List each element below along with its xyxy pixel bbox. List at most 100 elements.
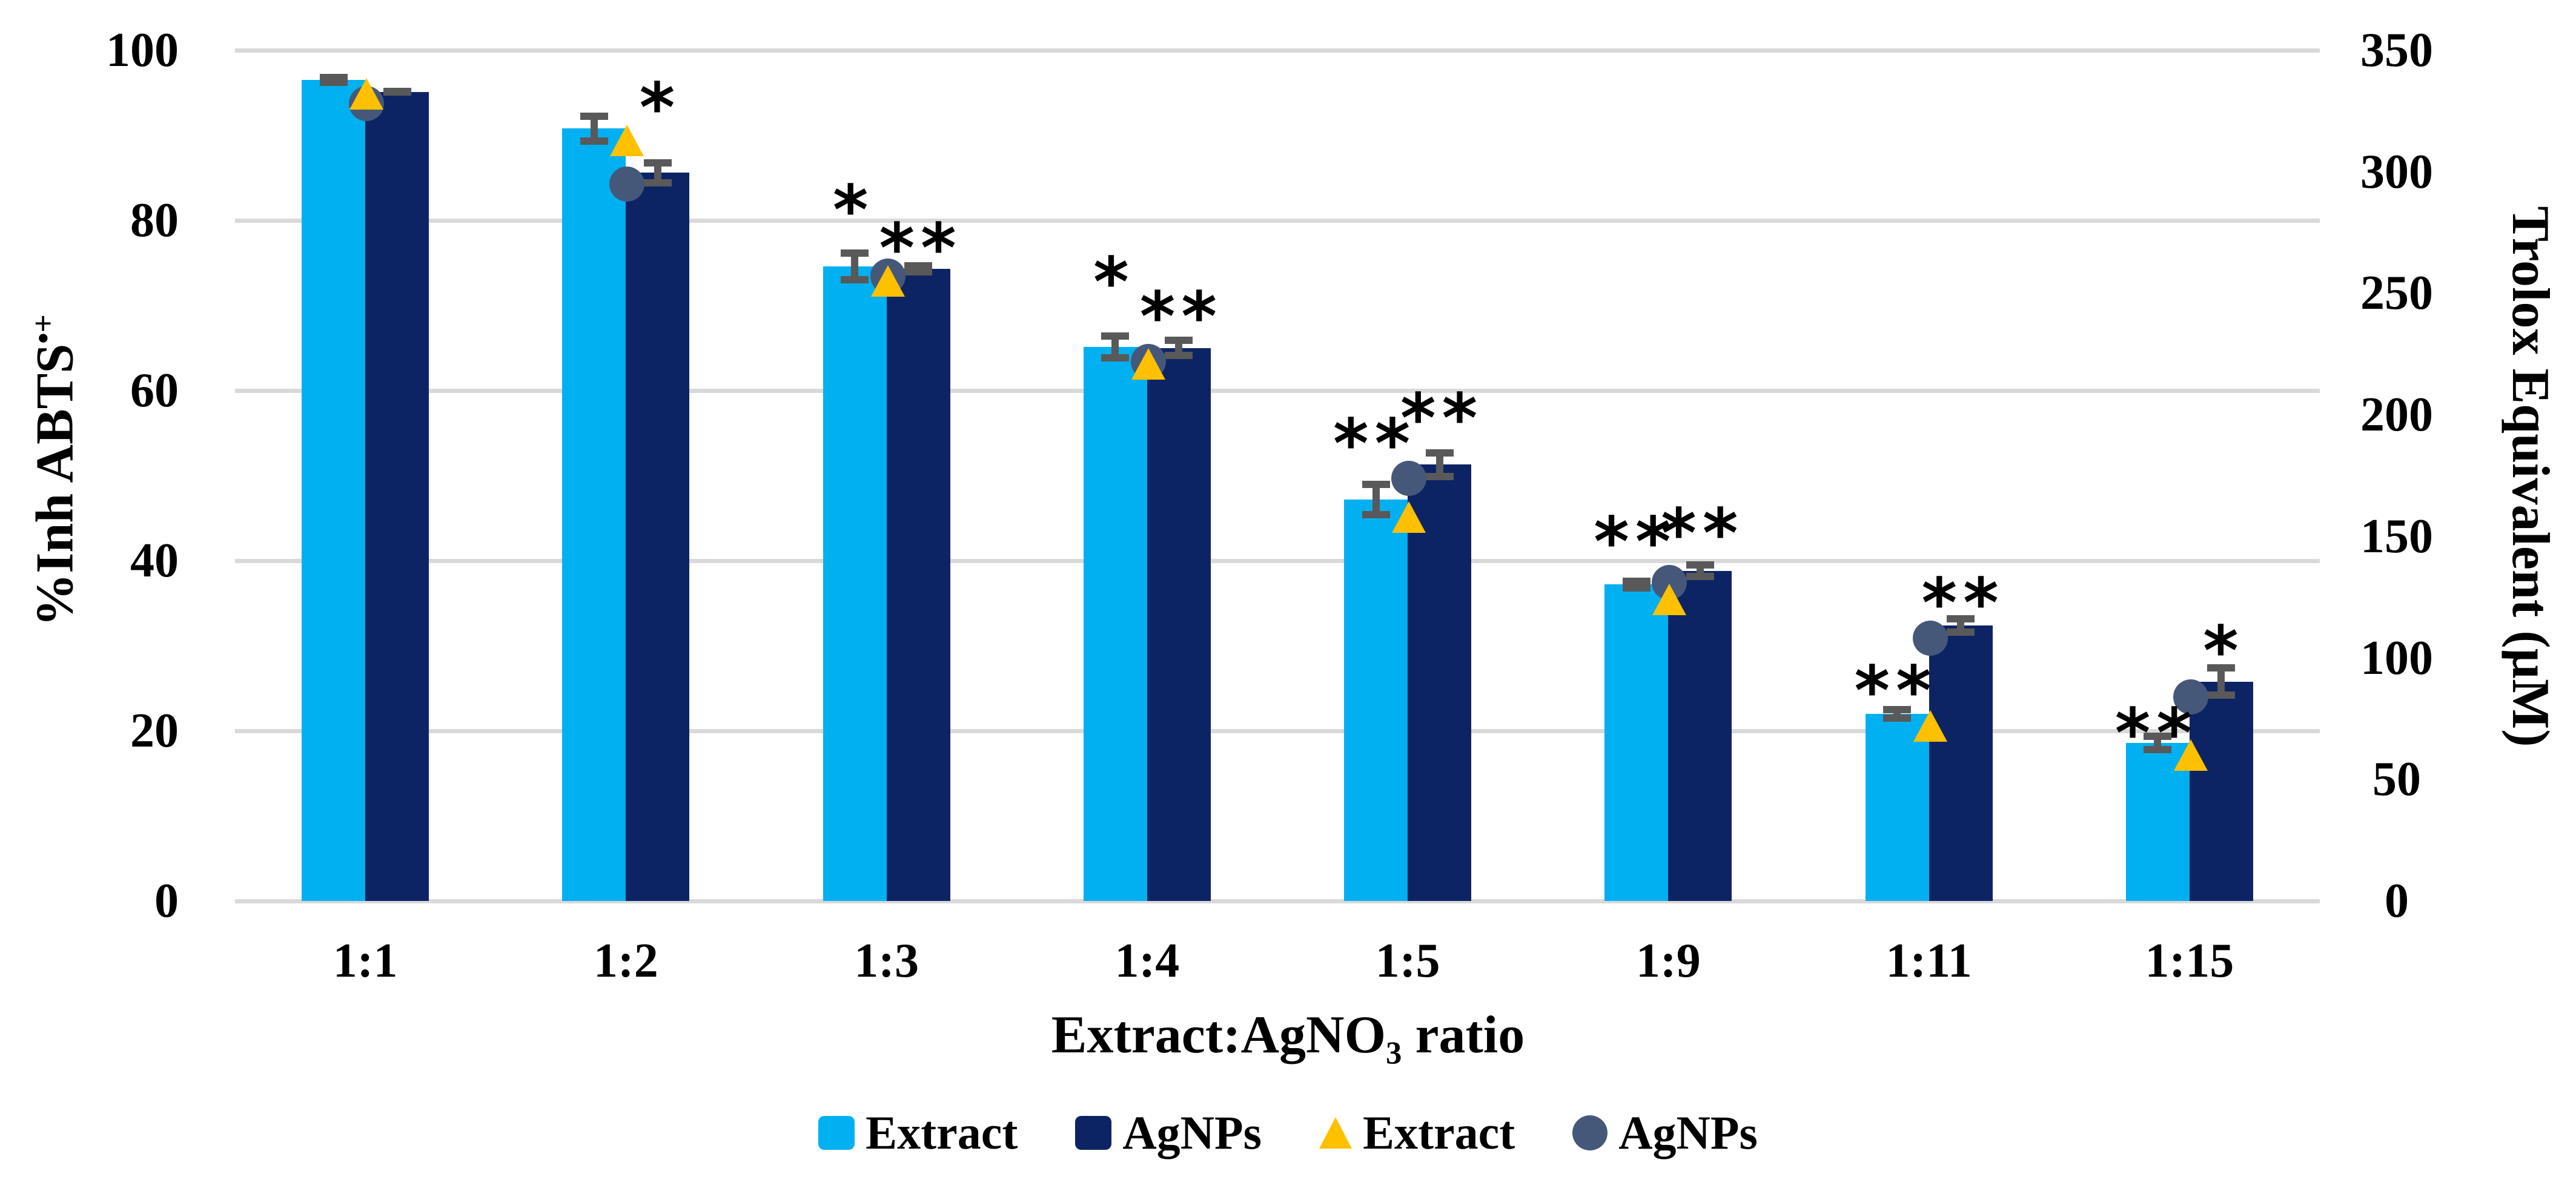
- x-tick-1:2: 1:2: [594, 934, 658, 988]
- right-tick-50: 50: [2372, 753, 2421, 807]
- agnps-circle-marker-1:11: [1912, 621, 1948, 656]
- left-tick-60: 60: [130, 364, 179, 417]
- right-tick-250: 250: [2360, 266, 2433, 320]
- left-tick-100: 100: [106, 24, 179, 77]
- left-tick-40: 40: [130, 534, 179, 587]
- agnps-circle-swatch-icon: [1572, 1115, 1608, 1150]
- error-bar-stem: [851, 249, 859, 283]
- error-bar-cap-top: [1947, 615, 1975, 622]
- legend-label-extract-bar: Extract: [866, 1106, 1018, 1159]
- error-bar-cap-top: [643, 159, 672, 167]
- legend-item-extract-bar: Extract: [818, 1107, 1018, 1159]
- legend-label-agnps-bar: AgNPs: [1122, 1106, 1262, 1159]
- error-bar-cap-top: [2144, 732, 2172, 740]
- right-tick-200: 200: [2360, 388, 2433, 442]
- significance-label-extract-1:9: **: [1594, 503, 1677, 582]
- error-bar-cap-top: [1362, 480, 1390, 488]
- extract-triangle-marker-1:1: [349, 78, 384, 110]
- extract-triangle-marker-1:15: [2173, 739, 2208, 771]
- right-axis-title: Trolox Equivalent (µM): [2501, 110, 2560, 843]
- left-axis-title-text: %Inh ABTS: [25, 343, 85, 627]
- error-bar-agnps-1:15: [2207, 664, 2236, 699]
- error-bar-stem: [590, 112, 598, 145]
- legend: Extract AgNPs Extract AgNPs: [0, 1107, 2576, 1159]
- significance-label-agnps-1:9: **: [1661, 494, 1744, 573]
- error-bar-cap-bottom: [580, 137, 608, 145]
- significance-label-agnps-1:2: *: [639, 69, 681, 148]
- error-bar-agnps-1:2: [643, 159, 672, 186]
- legend-item-extract-marker: Extract: [1319, 1107, 1515, 1159]
- error-bar-cap-bottom: [1101, 354, 1130, 362]
- error-bar-cap-top: [1883, 706, 1912, 714]
- significance-label-agnps-1:15: *: [2203, 612, 2245, 691]
- x-axis-title: Extract:AgNO3 ratio: [0, 1008, 2576, 1081]
- left-tick-0: 0: [154, 874, 179, 928]
- x-tick-1:1: 1:1: [333, 934, 398, 988]
- error-bar-agnps-1:11: [1947, 615, 1975, 636]
- extract-triangle-marker-1:3: [870, 265, 905, 297]
- error-bar-extract-1:5: [1362, 480, 1390, 518]
- error-bar-cap-bottom: [904, 268, 933, 276]
- error-bar-cap-bottom: [319, 78, 348, 86]
- bar-extract-1:9: [1604, 584, 1669, 901]
- error-bar-cap-bottom: [2144, 745, 2172, 753]
- gridline-0: [235, 899, 2320, 903]
- bar-agnps-1:11: [1929, 625, 1993, 901]
- bar-extract-1:1: [302, 80, 366, 901]
- error-bar-cap-top: [1425, 449, 1454, 457]
- error-bar-cap-bottom: [1947, 628, 1975, 636]
- x-tick-1:9: 1:9: [1636, 934, 1701, 988]
- extract-triangle-marker-1:11: [1913, 710, 1947, 742]
- gridline-40: [235, 558, 2320, 563]
- agnps-bar-swatch-icon: [1075, 1116, 1112, 1150]
- left-tick-20: 20: [130, 704, 179, 757]
- error-bar-stem: [1372, 480, 1380, 518]
- significance-label-extract-1:11: **: [1854, 652, 1938, 731]
- x-tick-1:4: 1:4: [1114, 934, 1180, 988]
- error-bar-cap-bottom: [1362, 510, 1390, 518]
- left-tick-80: 80: [130, 194, 179, 247]
- error-bar-cap-top: [1622, 578, 1651, 586]
- extract-triangle-marker-1:2: [610, 124, 644, 156]
- bar-extract-1:4: [1083, 347, 1147, 901]
- error-bar-extract-1:2: [580, 112, 608, 145]
- extract-triangle-swatch-icon: [1319, 1117, 1352, 1149]
- error-bar-cap-top: [904, 262, 933, 269]
- bar-extract-1:5: [1344, 499, 1408, 901]
- x-tick-1:5: 1:5: [1375, 934, 1440, 988]
- x-axis-title-subscript: 3: [1386, 1035, 1402, 1071]
- legend-label-extract-marker: Extract: [1363, 1106, 1515, 1159]
- error-bar-cap-top: [2207, 664, 2236, 672]
- bar-extract-1:11: [1865, 713, 1929, 901]
- extract-bar-swatch-icon: [818, 1116, 855, 1150]
- gridline-60: [235, 388, 2320, 393]
- error-bar-cap-bottom: [1165, 352, 1193, 359]
- right-tick-350: 350: [2360, 24, 2433, 77]
- significance-label-extract-1:4: *: [1093, 243, 1135, 323]
- agnps-circle-marker-1:15: [2173, 679, 2208, 714]
- x-tick-1:3: 1:3: [854, 934, 919, 988]
- x-axis-title-pre: Extract:AgNO: [1051, 1006, 1386, 1064]
- significance-label-agnps-1:11: **: [1921, 564, 2005, 643]
- significance-label-agnps-1:5: **: [1400, 380, 1484, 459]
- right-tick-100: 100: [2360, 631, 2433, 685]
- bar-extract-1:2: [562, 128, 626, 901]
- error-bar-extract-1:11: [1883, 706, 1912, 722]
- extract-triangle-marker-1:9: [1652, 584, 1687, 616]
- legend-item-agnps-bar: AgNPs: [1075, 1107, 1262, 1159]
- error-bar-agnps-1:9: [1686, 561, 1714, 581]
- legend-label-agnps-marker: AgNPs: [1618, 1106, 1758, 1159]
- significance-label-extract-1:3: *: [832, 171, 875, 250]
- error-bar-cap-bottom: [1425, 472, 1454, 480]
- gridline-80: [235, 218, 2320, 223]
- error-bar-cap-top: [1165, 337, 1193, 345]
- bar-agnps-1:2: [626, 173, 690, 901]
- gridline-100: [235, 48, 2320, 53]
- extract-triangle-marker-1:5: [1392, 501, 1426, 533]
- error-bar-cap-top: [1686, 561, 1714, 569]
- significance-label-agnps-1:3: **: [879, 209, 962, 289]
- legend-item-agnps-marker: AgNPs: [1572, 1107, 1758, 1159]
- x-tick-1:15: 1:15: [2145, 934, 2234, 988]
- x-axis-title-post: ratio: [1402, 1006, 1525, 1064]
- right-tick-300: 300: [2360, 145, 2433, 199]
